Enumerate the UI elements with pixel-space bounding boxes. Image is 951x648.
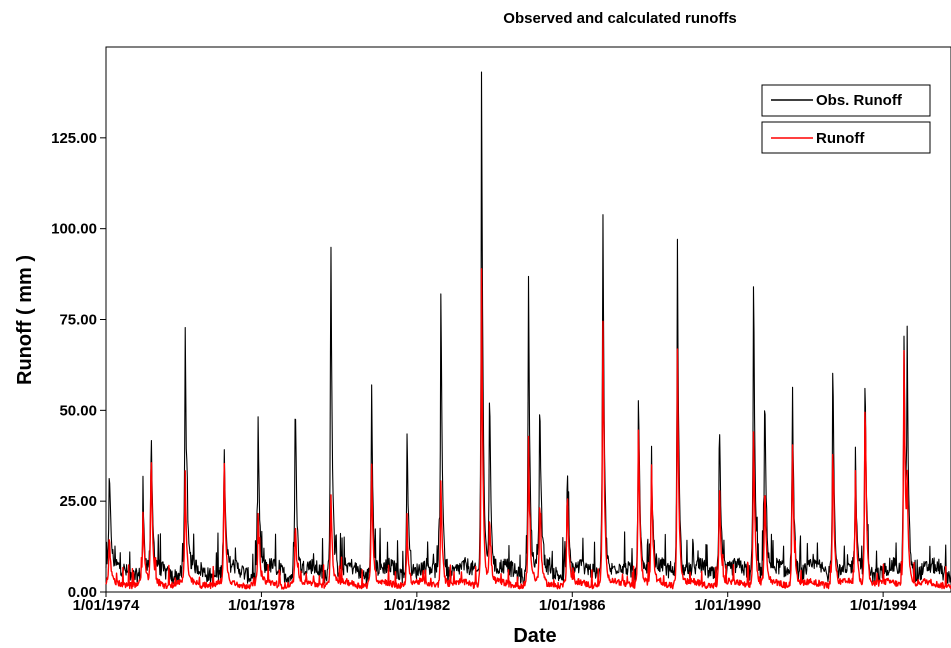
- x-tick-label: 1/01/1978: [228, 597, 295, 614]
- x-tick-label: 1/01/1986: [539, 597, 606, 614]
- series-line-obs-runoff: [105, 71, 951, 585]
- y-tick-label: 50.00: [59, 402, 97, 419]
- y-tick-label: 100.00: [51, 221, 97, 238]
- y-tick-label: 75.00: [59, 312, 97, 329]
- series-layer: [105, 71, 951, 590]
- y-axis-label: Runoff ( mm ): [14, 255, 36, 385]
- x-tick-label: 1/01/1982: [383, 597, 450, 614]
- x-axis: 1/01/1974 1/01/1978 1/01/1982 1/01/1986 1/01…: [73, 592, 917, 614]
- y-tick-label: 25.00: [59, 493, 97, 510]
- y-tick-label: 125.00: [51, 130, 97, 147]
- legend-label-runoff: Runoff: [816, 130, 865, 147]
- y-axis: 0.00 25.00 50.00 75.00 100.00 125.00: [51, 130, 106, 601]
- legend-label-obs-runoff: Obs. Runoff: [816, 92, 903, 109]
- x-tick-label: 1/01/1974: [73, 597, 140, 614]
- x-tick-label: 1/01/1994: [850, 597, 917, 614]
- y-tick-label: 0.00: [68, 584, 97, 601]
- legend: Obs. Runoff Runoff: [761, 84, 931, 154]
- x-axis-label: Date: [513, 625, 556, 647]
- chart-title: Observed and calculated runoffs: [503, 10, 736, 27]
- x-tick-label: 1/01/1990: [694, 597, 761, 614]
- series-line-runoff: [105, 268, 951, 590]
